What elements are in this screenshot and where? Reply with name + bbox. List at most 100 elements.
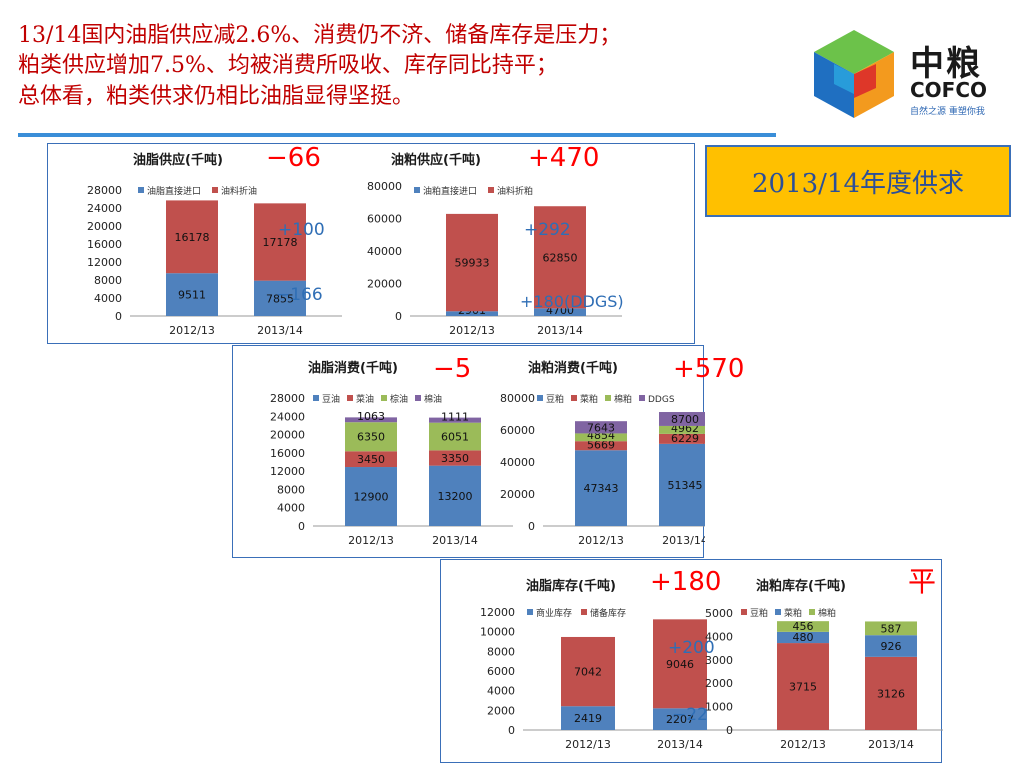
meal-consumption-y-tick: 40000 bbox=[500, 456, 535, 469]
meal-supply-bar-segment bbox=[446, 311, 498, 316]
meal-stock-data-label: 3715 bbox=[789, 681, 817, 694]
meal-consumption-legend-swatch bbox=[571, 395, 577, 401]
oil-supply-y-tick: 12000 bbox=[87, 256, 122, 269]
meal-stock-x-tick: 2012/13 bbox=[780, 738, 826, 751]
meal-supply-x-tick: 2013/14 bbox=[537, 324, 583, 337]
meal-consumption-bar-segment bbox=[575, 450, 627, 526]
oil-supply-bar-segment bbox=[254, 280, 306, 316]
meal-consumption-legend-swatch bbox=[639, 395, 645, 401]
oil-stock-data-label: 2419 bbox=[574, 712, 602, 725]
meal-stock-bar-segment bbox=[865, 656, 917, 730]
oil-supply-bar-segment bbox=[166, 200, 218, 274]
meal-consumption-bar-segment bbox=[659, 443, 711, 526]
meal-consumption-chart: 油粕消费(千吨) 豆粕 菜粕 棉粕 DDGS 0 20000 40000 60000 80000 4… bbox=[500, 360, 743, 547]
meal-consumption-legend-label: 菜粕 bbox=[580, 393, 598, 405]
oil-consumption-data-label: 3450 bbox=[357, 453, 385, 466]
oil-consumption-y-tick: 8000 bbox=[277, 483, 305, 496]
consumption-charts: 油脂消费(千吨) 豆油 菜油 棕油 棉油 0 4000 8000 12000 16000 20000… bbox=[270, 360, 743, 547]
meal-stock-legend-label: 棉粕 bbox=[818, 607, 836, 619]
oil-consumption-data-label: 6051 bbox=[441, 431, 469, 444]
meal-stock-y-tick: 0 bbox=[726, 724, 733, 737]
oil-stock-x-tick: 2012/13 bbox=[565, 738, 611, 751]
meal-stock-legend-label: 豆粕 bbox=[750, 607, 768, 619]
oil-consumption-bar-segment bbox=[345, 417, 397, 423]
annotation-oil-stock-total: +180 bbox=[650, 567, 722, 597]
oil-consumption-bar-segment bbox=[345, 451, 397, 468]
oil-supply-y-tick: 4000 bbox=[94, 292, 122, 305]
oil-stock-title: 油脂库存(千吨) bbox=[526, 578, 616, 594]
oil-consumption-legend-label: 菜油 bbox=[356, 393, 374, 405]
logo-chinese-name: 中粮 bbox=[910, 44, 982, 84]
oil-supply-x-tick: 2013/14 bbox=[257, 324, 303, 337]
oil-stock-data-label: 9046 bbox=[666, 658, 694, 671]
oil-consumption-y-tick: 0 bbox=[298, 520, 305, 533]
oil-supply-legend-label: 油脂直接进口 bbox=[147, 185, 201, 197]
meal-stock-bar-segment bbox=[777, 621, 829, 632]
oil-supply-y-tick: 24000 bbox=[87, 202, 122, 215]
annotation-oil-supply-crush: +100 bbox=[278, 220, 325, 240]
meal-supply-y-tick: 20000 bbox=[367, 278, 402, 291]
annotation-meal-stock-total: 平 bbox=[908, 565, 937, 598]
oil-consumption-bar-segment bbox=[429, 422, 481, 451]
meal-supply-bar-segment bbox=[446, 213, 498, 312]
meal-stock-y-tick: 1000 bbox=[705, 701, 733, 714]
meal-consumption-title: 油粕消费(千吨) bbox=[528, 360, 618, 376]
meal-consumption-y-tick: 60000 bbox=[500, 424, 535, 437]
meal-stock-bar-segment bbox=[865, 621, 917, 636]
meal-stock-title: 油粕库存(千吨) bbox=[756, 578, 846, 594]
oil-consumption-y-tick: 4000 bbox=[277, 502, 305, 515]
annotation-oil-stock-reserve: +200 bbox=[668, 638, 715, 658]
annotation-oil-supply-total: −66 bbox=[266, 143, 321, 173]
oil-supply-x-tick: 2012/13 bbox=[169, 324, 215, 337]
oil-consumption-chart: 油脂消费(千吨) 豆油 菜油 棕油 棉油 0 4000 8000 12000 16000 20000… bbox=[270, 360, 513, 547]
meal-consumption-data-label: 47343 bbox=[584, 482, 619, 495]
annotation-oil-stock-commercial: −22 bbox=[672, 705, 708, 725]
oil-supply-legend-swatch bbox=[212, 187, 218, 193]
meal-consumption-legend-label: 豆粕 bbox=[546, 393, 564, 405]
cofco-logo: 中粮 COFCO 自然之源 重塑你我 bbox=[806, 22, 1006, 122]
oil-consumption-legend-swatch bbox=[415, 395, 421, 401]
supply-panel: 油脂供应(千吨) 油脂直接进口 油料折油 0 4000 8000 12000 16000 200… bbox=[47, 143, 695, 344]
meal-stock-legend-swatch bbox=[775, 609, 781, 615]
meal-stock-y-tick: 3000 bbox=[705, 654, 733, 667]
oil-stock-legend-swatch bbox=[527, 609, 533, 615]
oil-consumption-bar-segment bbox=[429, 450, 481, 466]
oil-consumption-data-label: 1063 bbox=[357, 410, 385, 423]
oil-stock-x-tick: 2013/14 bbox=[657, 738, 703, 751]
meal-consumption-y-tick: 20000 bbox=[500, 488, 535, 501]
headline-line-1: 13/14国内油脂供应减2.6%、消费仍不济、储备库存是压力； bbox=[18, 23, 622, 48]
meal-supply-y-tick: 60000 bbox=[367, 213, 402, 226]
annotation-meal-supply-total: +470 bbox=[528, 143, 600, 173]
section-title: 2013/14年度供求 bbox=[705, 145, 1011, 217]
oil-stock-legend-label: 储备库存 bbox=[590, 607, 626, 619]
meal-consumption-legend-label: 棉粕 bbox=[614, 393, 632, 405]
annotation-meal-supply-ddgs: +180(DDGS) bbox=[520, 292, 624, 311]
oil-supply-y-tick: 28000 bbox=[87, 184, 122, 197]
oil-consumption-data-label: 1111 bbox=[441, 411, 469, 424]
headline-line-2: 粕类供应增加7.5%、均被消费所吸收、库存同比持平； bbox=[18, 53, 558, 78]
meal-consumption-data-label: 6229 bbox=[671, 432, 699, 445]
meal-stock-x-tick: 2013/14 bbox=[868, 738, 914, 751]
meal-supply-x-tick: 2012/13 bbox=[449, 324, 495, 337]
oil-supply-y-tick: 0 bbox=[115, 310, 122, 323]
meal-stock-legend-swatch bbox=[741, 609, 747, 615]
oil-supply-chart: 油脂供应(千吨) 油脂直接进口 油料折油 0 4000 8000 12000 16000 200… bbox=[87, 152, 342, 337]
meal-consumption-data-label: 8700 bbox=[671, 413, 699, 426]
oil-consumption-data-label: 3350 bbox=[441, 452, 469, 465]
meal-stock-y-tick: 2000 bbox=[705, 677, 733, 690]
meal-consumption-data-label: 51345 bbox=[668, 479, 703, 492]
oil-supply-bar-segment bbox=[166, 273, 218, 316]
oil-stock-y-tick: 2000 bbox=[487, 704, 515, 717]
meal-stock-data-label: 3126 bbox=[877, 687, 905, 700]
meal-consumption-y-tick: 80000 bbox=[500, 392, 535, 405]
meal-stock-legend-label: 菜粕 bbox=[784, 607, 802, 619]
meal-stock-chart: 油粕库存(千吨) 豆粕 菜粕 棉粕 0 1000 2000 3000 4000 5000 3715 4… bbox=[705, 578, 953, 751]
meal-consumption-data-label: 7643 bbox=[587, 421, 615, 434]
annotation-meal-supply-crush: +292 bbox=[524, 220, 571, 240]
meal-consumption-bar-segment bbox=[575, 441, 627, 451]
meal-supply-y-tick: 0 bbox=[395, 310, 402, 323]
meal-stock-data-label: 587 bbox=[881, 622, 902, 635]
meal-stock-data-label: 456 bbox=[793, 620, 814, 633]
meal-stock-y-tick: 5000 bbox=[705, 607, 733, 620]
oil-stock-data-label: 2207 bbox=[666, 713, 694, 726]
